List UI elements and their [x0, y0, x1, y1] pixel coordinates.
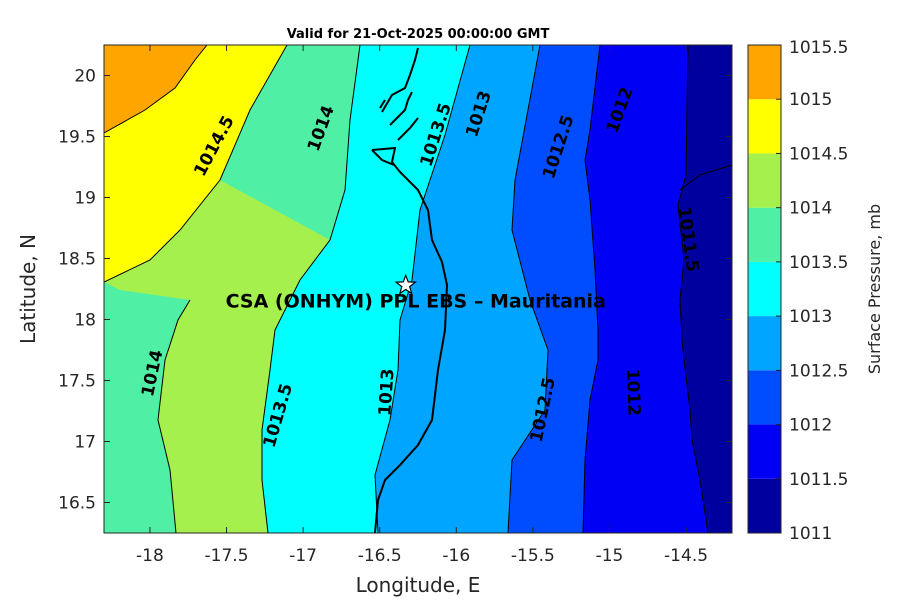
contour-label: 1013: [375, 368, 398, 417]
colorbar-tick-label: 1015: [789, 90, 832, 110]
site-marker-group: CSA (ONHYM) PPL EBS – Mauritania: [226, 273, 606, 312]
x-tick-label: -17: [289, 546, 317, 566]
x-tick-label: -15: [596, 546, 624, 566]
colorbar: 1011 1011.5 1012 1012.5 1013 1013.5 1014 1014.5…: [747, 38, 848, 544]
y-tick-label: 16.5: [58, 494, 96, 514]
colorbar-swatch: [748, 424, 781, 479]
y-tick-label: 17: [74, 433, 96, 453]
colorbar-swatch: [748, 45, 781, 100]
colorbar-tick-label: 1011: [789, 524, 832, 544]
colorbar-tick-label: 1013.5: [789, 253, 848, 273]
y-axis-label: Latitude, N: [16, 234, 40, 344]
contour-field: 1014.5 1014 1013.5 1013 1012.510121011.51014…: [104, 45, 732, 533]
colorbar-tick-label: 1011.5: [789, 470, 848, 490]
colorbar-frame: [747, 44, 782, 534]
x-axis-ticks: -18 -17.5 -17 -16.5 -16 -15.5 -15 -14.5: [136, 45, 708, 566]
colorbar-tick-label: 1012: [789, 416, 832, 436]
band-1014-south: [104, 180, 330, 533]
x-tick-label: -15.5: [511, 546, 555, 566]
band-1015: [104, 45, 207, 133]
site-star-marker: [394, 273, 417, 295]
y-tick-label: 20: [74, 67, 96, 87]
x-tick-label: -17.5: [205, 546, 249, 566]
contour-label: 1012: [622, 368, 644, 416]
colorbar-tick-label: 1015.5: [789, 38, 848, 58]
x-tick-label: -18: [136, 546, 164, 566]
colorbar-swatch: [748, 207, 781, 262]
x-tick-label: -16: [442, 546, 470, 566]
colorbar-swatch: [748, 478, 781, 533]
colorbar-tick-label: 1014.5: [789, 144, 848, 164]
band-1014.5: [104, 45, 287, 282]
y-tick-label: 17.5: [58, 372, 96, 392]
contour-lines: [104, 45, 732, 533]
colorbar-swatch: [748, 99, 781, 154]
y-tick-label: 18.5: [58, 250, 96, 270]
x-tick-label: -16.5: [358, 546, 402, 566]
colorbar-tick-label: 1012.5: [789, 361, 848, 381]
y-tick-label: 18: [74, 311, 96, 331]
y-tick-label: 19: [74, 189, 96, 209]
y-tick-label: 19.5: [58, 128, 96, 148]
x-tick-label: -14.5: [664, 546, 708, 566]
colorbar-tick-label: 1014: [789, 199, 832, 219]
chart-title: Valid for 21-Oct-2025 00:00:00 GMT: [287, 27, 550, 42]
plot-frame: [103, 44, 733, 534]
coastline: [371, 47, 449, 533]
colorbar-swatch: [748, 370, 781, 425]
colorbar-tick-label: 1013: [789, 307, 832, 327]
colorbar-swatch: [748, 261, 781, 317]
colorbar-swatch: [748, 316, 781, 371]
colorbar-swatch: [748, 153, 781, 208]
x-axis-label: Longitude, E: [356, 573, 481, 597]
site-label: CSA (ONHYM) PPL EBS – Mauritania: [226, 290, 606, 312]
colorbar-label: Surface Pressure, mb: [865, 204, 884, 374]
y-axis-ticks: 16.5 17 17.5 18 18.5 19 19.5 20: [58, 67, 732, 514]
